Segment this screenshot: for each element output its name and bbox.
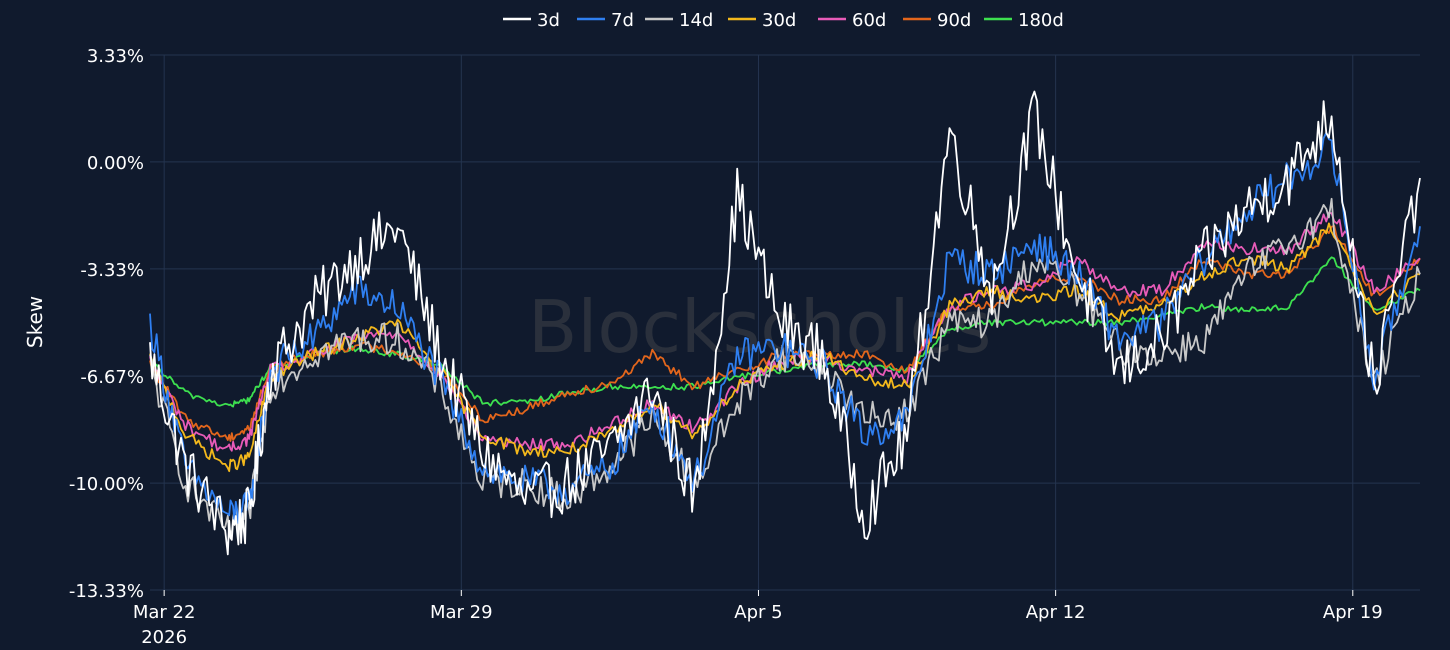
legend-item-14d[interactable]: 14d [645,10,713,31]
y-tick-label: -6.67% [80,367,144,388]
x-tick-label: Mar 22 [133,602,196,623]
y-tick-label: -3.33% [80,260,144,281]
legend-label: 90d [937,10,971,31]
legend[interactable]: 3d 7d 14d 30d 60d 90d 180d [503,10,1064,31]
watermark: Blockscholes [528,285,991,369]
legend-label: 60d [852,10,886,31]
series-line-7d [149,131,1421,524]
y-tick-label: 0.00% [87,153,144,174]
legend-label: 3d [537,10,560,31]
series-lines [149,90,1421,556]
legend-item-3d[interactable]: 3d [503,10,560,31]
legend-label: 14d [679,10,713,31]
legend-label: 7d [611,10,634,31]
series-line-14d [149,197,1421,538]
legend-item-7d[interactable]: 7d [577,10,634,31]
legend-item-60d[interactable]: 60d [818,10,886,31]
x-tick-label: Apr 19 [1323,602,1383,623]
x-tick-label: Apr 12 [1026,602,1086,623]
x-tick-label: Apr 5 [734,602,782,623]
x-tick-sublabel: 2026 [141,627,187,648]
y-tick-label: -10.00% [69,474,144,495]
y-tick-label: 3.33% [87,46,144,67]
y-axis-title: Skew [23,296,47,348]
x-axis-ticks: Mar 22 2026 Mar 29 Apr 5 Apr 12 Apr 19 [133,590,1383,648]
y-tick-label: -13.33% [69,581,144,602]
y-axis-ticks: 3.33% 0.00% -3.33% -6.67% -10.00% -13.33% [69,46,144,602]
x-tick-label: Mar 29 [430,602,493,623]
legend-label: 180d [1018,10,1064,31]
legend-label: 30d [762,10,796,31]
legend-item-90d[interactable]: 90d [903,10,971,31]
legend-item-180d[interactable]: 180d [984,10,1064,31]
series-line-3d [149,90,1421,556]
legend-item-30d[interactable]: 30d [728,10,796,31]
